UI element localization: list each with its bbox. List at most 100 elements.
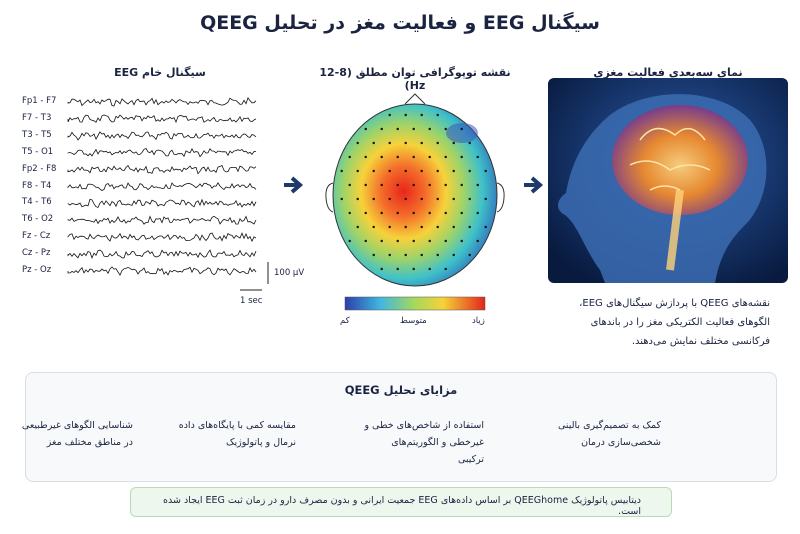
electrode bbox=[372, 253, 375, 257]
channel-label: Fp2 - F8 bbox=[22, 163, 57, 174]
electrode bbox=[468, 225, 471, 229]
electrode bbox=[348, 155, 351, 159]
nose bbox=[404, 93, 426, 105]
eeg-trace bbox=[67, 148, 257, 158]
benefits-box: مزایای تحلیل QEEG کمک به تصمیم‌گیری بالی… bbox=[22, 372, 777, 482]
electrode bbox=[404, 141, 407, 145]
electrode bbox=[444, 127, 447, 131]
electrode bbox=[452, 141, 455, 145]
electrode bbox=[388, 225, 391, 229]
channel-label: F7 - T3 bbox=[22, 112, 52, 123]
eeg-trace bbox=[67, 131, 257, 141]
electrode bbox=[404, 253, 407, 257]
electrode bbox=[388, 169, 391, 173]
electrode bbox=[452, 197, 455, 201]
electrode bbox=[428, 239, 431, 243]
electrode bbox=[396, 127, 399, 131]
electrode bbox=[380, 183, 383, 187]
electrode bbox=[404, 197, 407, 201]
electrode bbox=[484, 197, 487, 201]
electrode bbox=[340, 169, 343, 173]
electrode bbox=[452, 169, 455, 173]
eeg-trace bbox=[67, 198, 257, 208]
benefit-item: شناسایی الگوهای غیرطبیعی در مناطق مختلف … bbox=[21, 420, 133, 448]
channel-label: F8 - T4 bbox=[22, 180, 52, 191]
brain-folds bbox=[629, 127, 711, 191]
electrode bbox=[372, 141, 375, 145]
electrode bbox=[348, 211, 351, 215]
electrode bbox=[388, 253, 391, 257]
arrow bbox=[524, 176, 544, 194]
eeg-trace bbox=[67, 215, 257, 225]
electrode bbox=[460, 183, 463, 187]
electrode bbox=[436, 197, 439, 201]
electrode bbox=[420, 169, 423, 173]
channel-label: T4 - T6 bbox=[22, 197, 52, 208]
electrode bbox=[452, 253, 455, 257]
eeg-trace bbox=[67, 164, 257, 175]
electrode bbox=[428, 127, 431, 131]
channel-label: T5 - O1 bbox=[22, 146, 54, 157]
channel-label: Fp1 - F7 bbox=[22, 96, 57, 106]
amplitude-scale: 100 µV bbox=[274, 268, 305, 278]
electrode bbox=[364, 127, 367, 131]
electrode bbox=[436, 169, 439, 173]
electrode bbox=[396, 211, 399, 215]
electrode bbox=[348, 239, 351, 243]
arrow bbox=[284, 176, 304, 194]
ear bbox=[496, 182, 505, 213]
topomap-region bbox=[446, 123, 478, 143]
electrode bbox=[484, 225, 487, 229]
electrode bbox=[460, 211, 463, 215]
electrode bbox=[428, 211, 431, 215]
electrode bbox=[428, 267, 431, 271]
topomap bbox=[332, 103, 498, 287]
benefits-title: مزایای تحلیل QEEG bbox=[344, 383, 458, 397]
eeg-trace bbox=[67, 97, 257, 107]
time-scale: 1 sec bbox=[240, 296, 263, 306]
electrode bbox=[444, 183, 447, 187]
electrode bbox=[348, 183, 351, 187]
eeg-trace bbox=[67, 114, 257, 124]
electrode bbox=[380, 267, 383, 271]
electrode bbox=[420, 225, 423, 229]
electrode bbox=[476, 155, 479, 159]
benefit-item: استفاده از شاخص‌های خطی و غیرخطی و الگور… bbox=[364, 420, 484, 465]
electrode bbox=[460, 155, 463, 159]
electrode bbox=[388, 141, 391, 145]
electrode bbox=[412, 183, 415, 187]
electrode bbox=[388, 113, 391, 117]
electrode bbox=[396, 239, 399, 243]
electrode bbox=[396, 155, 399, 159]
electrode bbox=[380, 155, 383, 159]
legend-mid: متوسط bbox=[400, 316, 427, 326]
channel-label: Pz - Oz bbox=[22, 265, 52, 275]
legend-high: زیاد bbox=[472, 316, 485, 326]
brain-description: نقشه‌های QEEG با پردازش سیگنال‌های EEG، … bbox=[579, 298, 770, 347]
electrode bbox=[468, 197, 471, 201]
electrode bbox=[436, 141, 439, 145]
electrode bbox=[476, 183, 479, 187]
electrode bbox=[436, 253, 439, 257]
electrode bbox=[356, 169, 359, 173]
electrode bbox=[420, 113, 423, 117]
electrode bbox=[364, 211, 367, 215]
electrode bbox=[468, 253, 471, 257]
electrode bbox=[412, 211, 415, 215]
eeg-trace bbox=[67, 232, 257, 243]
brain bbox=[612, 105, 748, 215]
electrode bbox=[356, 141, 359, 145]
benefit-item: مقایسه کمی با پایگاه‌های داده نرمال و پا… bbox=[178, 420, 296, 448]
channel-label: Cz - Pz bbox=[22, 248, 51, 259]
eeg-trace bbox=[67, 182, 257, 191]
electrode bbox=[444, 155, 447, 159]
brain-title: نمای سه‌بعدی فعالیت مغزی bbox=[593, 66, 743, 79]
electrode bbox=[404, 169, 407, 173]
legend-low: کم bbox=[340, 316, 350, 326]
electrode bbox=[444, 267, 447, 271]
electrode bbox=[396, 183, 399, 187]
electrode bbox=[412, 127, 415, 131]
electrode bbox=[412, 155, 415, 159]
electrode bbox=[428, 155, 431, 159]
